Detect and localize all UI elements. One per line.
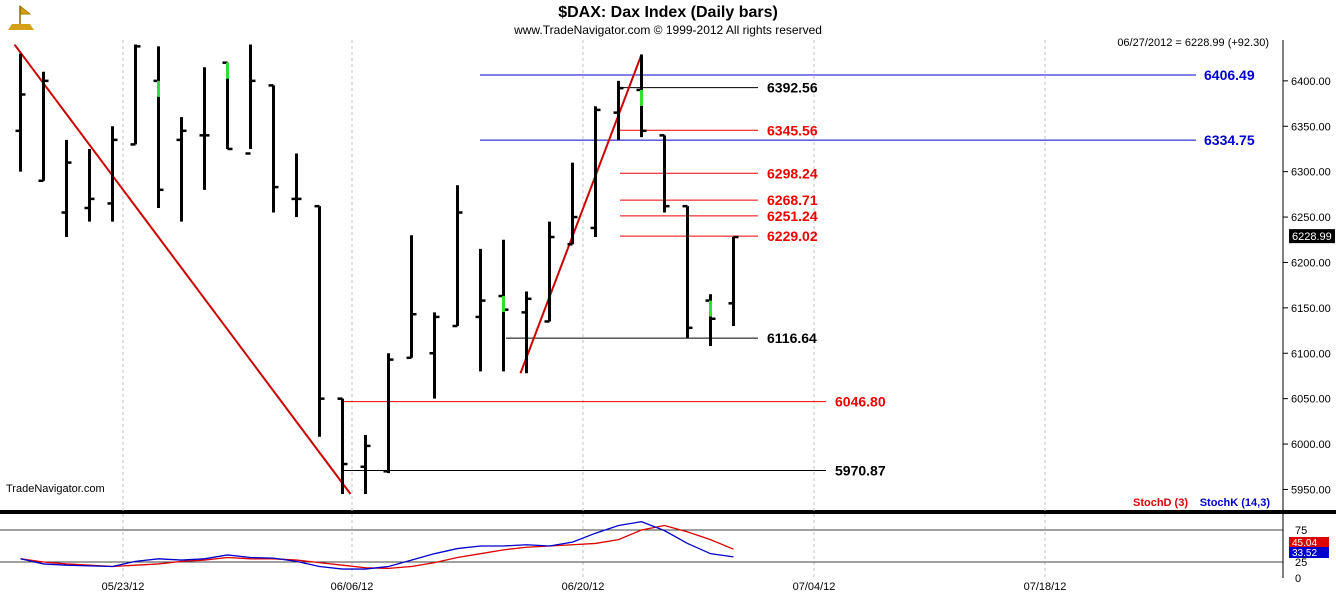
level-label: 6229.02 [767, 228, 818, 244]
stoch-tick-label: 75 [1295, 525, 1307, 537]
y-tick-label: 6300.00 [1291, 167, 1331, 179]
ohlc-bar [38, 71, 49, 182]
price-axis: 05/23/12 06/06/12 06/20/12 07/04/12 07/18/12… [102, 76, 1335, 593]
ohlc-bars [15, 44, 739, 494]
level-label: 6046.80 [835, 394, 886, 410]
ohlc-bar [659, 134, 670, 213]
copyright-text: www.TradeNavigator.com © 1999-2012 All r… [513, 23, 822, 37]
ohlc-bar [682, 204, 693, 338]
ohlc-bar [521, 291, 532, 374]
chart-title: $DAX: Dax Index (Daily bars) [558, 4, 778, 21]
stoch-value-label: 33.52 [1292, 548, 1317, 559]
ohlc-bar [705, 294, 716, 346]
level-label: 6298.24 [767, 165, 818, 181]
ohlc-bar [84, 148, 95, 222]
ohlc-bar [429, 312, 440, 399]
ohlc-bar [268, 84, 279, 213]
y-tick-label: 6050.00 [1291, 394, 1331, 406]
trendlines [13, 43, 643, 495]
ohlc-bar [406, 235, 417, 360]
y-tick-label: 5950.00 [1291, 484, 1331, 496]
ohlc-bar [153, 46, 164, 208]
last-price-label: 6228.99 [1292, 231, 1332, 243]
stoch-tick-label: 25 [1295, 557, 1307, 569]
ohlc-bar [498, 239, 509, 372]
ohlc-bar [245, 44, 256, 155]
level-label: 6334.75 [1204, 132, 1255, 148]
level-label: 6251.24 [767, 208, 818, 224]
stoch-k-legend: StochK (14,3) [1200, 497, 1271, 509]
ohlc-bar [176, 117, 187, 222]
level-label: 6392.56 [767, 80, 818, 96]
stoch-k-line [20, 521, 734, 570]
ohlc-bar [544, 221, 555, 323]
ohlc-bar [199, 67, 210, 190]
ohlc-bar [130, 44, 141, 146]
x-tick-label: 06/06/12 [331, 581, 374, 593]
stoch-value-tag [1289, 547, 1329, 558]
level-label: 5970.87 [835, 463, 886, 479]
ohlc-bar [567, 162, 578, 246]
trendline [519, 54, 643, 374]
level-label: 6345.56 [767, 122, 818, 138]
stoch-d-legend: StochD (3) [1133, 497, 1188, 509]
ohlc-bar [61, 139, 72, 238]
ohlc-bar [475, 248, 486, 372]
x-tick-label: 07/04/12 [793, 581, 836, 593]
ohlc-bar [452, 185, 463, 328]
ohlc-bar [314, 204, 325, 437]
y-tick-label: 6250.00 [1291, 212, 1331, 224]
y-tick-label: 6000.00 [1291, 439, 1331, 451]
y-tick-label: 6200.00 [1291, 257, 1331, 269]
grid-layer [122, 40, 1046, 578]
level-label: 6268.71 [767, 192, 818, 208]
last-quote-text: 06/27/2012 = 6228.99 (+92.30) [1117, 37, 1269, 49]
watermark-text: TradeNavigator.com [6, 483, 105, 495]
level-lines: 6406.49 6392.56 6345.56 6334.75 6298.24 6268.… [343, 67, 1255, 479]
y-tick-label: 6400.00 [1291, 76, 1331, 88]
ohlc-bar [360, 434, 371, 494]
x-tick-label: 05/23/12 [102, 581, 145, 593]
y-tick-label: 6150.00 [1291, 303, 1331, 315]
ohlc-bar [222, 61, 233, 151]
stoch-value-tag [1289, 537, 1329, 548]
ohlc-bar [383, 353, 394, 474]
panel-divider [0, 510, 1336, 514]
x-tick-label: 06/20/12 [562, 581, 605, 593]
ohlc-bar [590, 106, 601, 238]
ohlc-bar [728, 235, 739, 327]
last-price-tag [1289, 229, 1335, 244]
ohlc-bar [613, 80, 624, 140]
y-tick-label: 6350.00 [1291, 121, 1331, 133]
level-label: 6406.49 [1204, 67, 1255, 83]
ohlc-bar [107, 126, 118, 222]
logo-icon [8, 4, 34, 30]
level-label: 6116.64 [767, 330, 817, 346]
y-tick-label: 6100.00 [1291, 348, 1331, 360]
ohlc-bar [636, 54, 647, 138]
stoch-tick-label: 0 [1295, 573, 1301, 585]
ohlc-bar [15, 53, 26, 172]
ohlc-bar [337, 397, 348, 494]
ohlc-bar [291, 153, 302, 218]
trendline [13, 43, 352, 495]
stoch-value-label: 45.04 [1292, 538, 1317, 549]
x-tick-label: 07/18/12 [1024, 581, 1067, 593]
